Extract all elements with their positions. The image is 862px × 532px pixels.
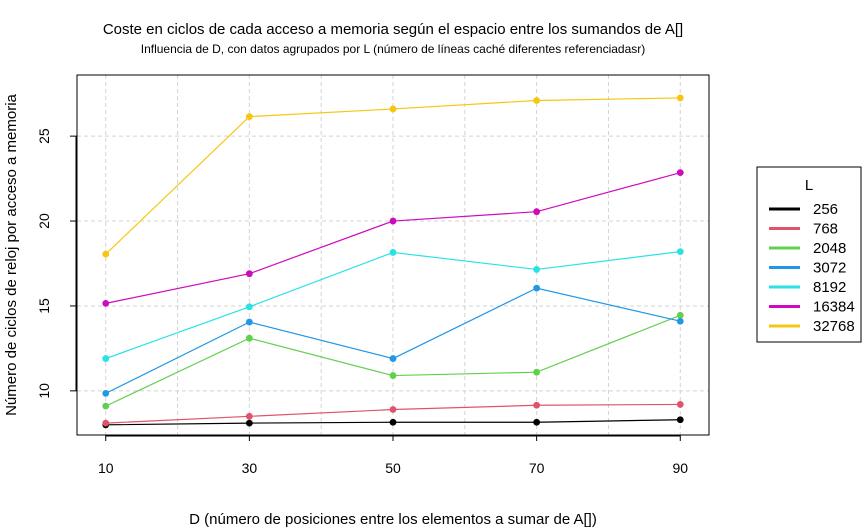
data-point: [245, 270, 253, 278]
data-point: [676, 248, 684, 256]
data-point: [102, 402, 110, 410]
data-point: [389, 217, 397, 225]
data-point: [389, 418, 397, 426]
series-16384: [102, 169, 684, 307]
data-point: [102, 250, 110, 258]
data-point: [389, 406, 397, 413]
data-point: [245, 412, 253, 420]
data-point: [533, 418, 541, 426]
legend-item: 256: [769, 201, 838, 218]
data-point: [389, 372, 397, 379]
data-point: [533, 368, 541, 376]
legend-title: L: [805, 177, 813, 194]
data-point: [533, 401, 541, 409]
data-point: [676, 317, 684, 325]
data-point: [245, 113, 253, 121]
data-point: [533, 284, 541, 292]
x-tick-label: 50: [385, 460, 401, 476]
data-point: [676, 169, 684, 177]
legend: L 256 768 2048 3072 8192 16384 32768: [756, 166, 862, 343]
y-axis: 10 15 20 25: [36, 128, 77, 399]
data-point: [102, 355, 110, 362]
y-tick-label: 20: [36, 213, 52, 229]
series-256: [102, 416, 684, 429]
series-32768: [102, 94, 684, 258]
data-point: [676, 401, 684, 408]
y-tick-label: 10: [36, 383, 52, 399]
y-tick-label: 25: [36, 128, 52, 144]
data-point: [245, 419, 253, 427]
data-point: [533, 97, 541, 104]
legend-items: 256 768 2048 3072 8192 16384 32768: [769, 201, 855, 335]
x-tick-label: 70: [529, 460, 545, 476]
data-point: [533, 208, 541, 216]
legend-label: 3072: [813, 260, 846, 277]
legend-label: 256: [813, 201, 838, 218]
data-point: [389, 355, 397, 362]
x-axis-label: D (número de posiciones entre los elemen…: [189, 511, 597, 528]
legend-label: 768: [813, 221, 838, 238]
legend-box: [756, 166, 862, 343]
x-axis: 10 30 50 70 90: [98, 435, 688, 476]
data-point: [389, 249, 397, 256]
y-tick-label: 15: [36, 298, 52, 314]
legend-label: 16384: [813, 299, 855, 316]
legend-item: 32768: [769, 318, 855, 335]
x-tick-label: 90: [672, 460, 688, 476]
data-point: [676, 311, 684, 319]
data-point: [676, 416, 684, 424]
series-2048: [102, 311, 684, 410]
data-point: [245, 334, 253, 342]
data-point: [102, 419, 110, 427]
series-8192: [102, 248, 684, 362]
chart-subtitle: Influencia de D, con datos agrupados por…: [141, 42, 646, 56]
data-point: [245, 318, 253, 326]
y-axis-label: Número de ciclos de reloj por acceso a m…: [3, 93, 20, 415]
data-point: [102, 389, 110, 397]
x-tick-label: 10: [98, 460, 114, 476]
legend-item: 16384: [769, 299, 855, 316]
legend-label: 2048: [813, 240, 846, 257]
legend-item: 2048: [769, 240, 846, 257]
legend-label: 32768: [813, 318, 855, 335]
legend-label: 8192: [813, 279, 846, 296]
legend-item: 8192: [769, 279, 846, 296]
x-tick-label: 30: [242, 460, 258, 476]
data-point: [245, 303, 253, 311]
legend-item: 3072: [769, 260, 846, 277]
data-point: [676, 94, 684, 102]
data-point: [533, 266, 541, 273]
series-768: [102, 401, 684, 427]
chart-title: Coste en ciclos de cada acceso a memoria…: [103, 21, 683, 38]
data-point: [102, 299, 110, 307]
series-lines: [102, 94, 684, 429]
series-3072: [102, 284, 684, 397]
legend-item: 768: [769, 221, 838, 238]
data-point: [389, 105, 397, 113]
